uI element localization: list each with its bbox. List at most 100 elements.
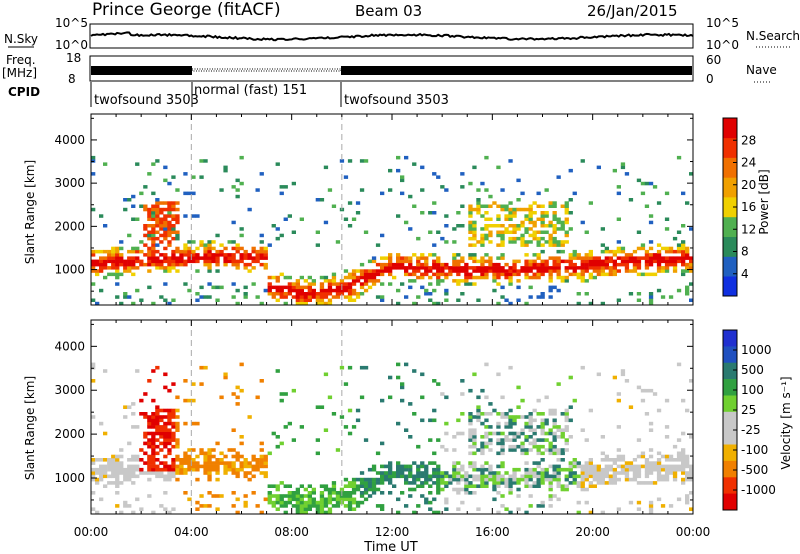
power-cell — [259, 256, 264, 260]
power-cell — [672, 249, 678, 254]
power-cell — [159, 240, 164, 244]
power-cell — [215, 259, 220, 264]
velocity-cell — [175, 441, 180, 446]
power-cell — [624, 256, 630, 260]
power-cell — [420, 285, 425, 290]
velocity-cell — [672, 464, 678, 469]
velocity-cell — [412, 477, 417, 482]
power-cell — [672, 259, 678, 264]
velocity-cell — [207, 471, 212, 475]
velocity-cell — [263, 471, 268, 475]
velocity-cell — [147, 379, 152, 383]
power-cell — [600, 249, 605, 254]
velocity-cell — [596, 474, 601, 479]
power-cell — [380, 272, 385, 277]
velocity-cell — [159, 408, 164, 413]
power-cell — [295, 301, 300, 306]
power-cell — [544, 211, 549, 215]
power-cell — [564, 220, 569, 225]
power-cell — [103, 266, 108, 270]
power-cell — [664, 246, 670, 251]
velocity-cell — [388, 474, 393, 479]
velocity-cell — [552, 467, 557, 472]
power-cell — [504, 298, 509, 302]
power-cell — [400, 175, 405, 179]
velocity-cell — [664, 425, 670, 429]
velocity-cell — [235, 474, 240, 479]
velocity-cell — [632, 467, 638, 472]
power-cell — [107, 249, 112, 254]
power-cell — [211, 253, 216, 257]
power-cell — [219, 188, 224, 192]
power-cell — [263, 288, 268, 293]
power-cell — [151, 253, 156, 257]
power-cell — [123, 292, 128, 296]
velocity-cell — [548, 487, 553, 492]
power-cell — [676, 230, 682, 234]
velocity-cell — [468, 388, 473, 393]
power-cell — [456, 266, 461, 270]
power-cell — [424, 262, 429, 267]
velocity-cell — [552, 444, 557, 449]
power-cell — [167, 301, 172, 306]
velocity-cell — [636, 438, 642, 442]
velocity-cell — [203, 461, 208, 465]
velocity-cell — [476, 408, 481, 413]
power-cell — [636, 230, 642, 234]
velocity-cell — [171, 461, 176, 465]
power-cell — [331, 282, 337, 286]
power-cell — [171, 298, 176, 302]
velocity-colorbar-swatch — [723, 411, 737, 429]
power-cell — [468, 224, 473, 228]
velocity-cell — [436, 491, 441, 495]
velocity-cell — [199, 504, 204, 508]
power-cell — [480, 233, 485, 238]
velocity-cell — [432, 471, 437, 475]
velocity-cell — [572, 458, 577, 462]
power-cell — [588, 272, 593, 277]
power-cell — [560, 224, 565, 228]
velocity-cell — [644, 464, 650, 469]
velocity-cell — [460, 392, 465, 396]
power-cell — [111, 246, 116, 251]
power-cell — [584, 259, 589, 264]
power-cell — [155, 236, 160, 241]
velocity-cell — [159, 425, 164, 429]
velocity-cell — [588, 464, 593, 469]
velocity-cell — [171, 412, 176, 416]
power-cell — [540, 211, 545, 215]
power-cell — [480, 243, 485, 247]
power-cell — [347, 288, 353, 293]
power-cell — [648, 298, 654, 302]
velocity-cell — [524, 481, 529, 485]
velocity-cell — [388, 395, 393, 400]
velocity-cell — [496, 412, 501, 416]
power-cell — [584, 266, 589, 270]
power-cell — [151, 236, 156, 241]
velocity-cell — [147, 438, 152, 442]
velocity-cell — [640, 464, 646, 469]
velocity-cell — [516, 487, 521, 492]
velocity-cell — [524, 477, 529, 482]
power-cell — [624, 259, 630, 264]
velocity-cell — [436, 477, 441, 482]
velocity-cell — [600, 435, 605, 439]
power-cell — [428, 211, 433, 215]
velocity-cell — [552, 474, 557, 479]
velocity-cell — [496, 441, 501, 446]
velocity-cell — [500, 461, 505, 465]
velocity-cell — [492, 487, 497, 492]
power-cell — [231, 246, 236, 251]
velocity-cell — [147, 425, 152, 429]
velocity-cell — [584, 464, 589, 469]
velocity-cell — [123, 405, 128, 409]
velocity-cell — [167, 435, 172, 439]
velocity-cell — [689, 471, 694, 475]
velocity-cell — [279, 441, 284, 446]
power-cell — [339, 159, 345, 163]
velocity-cell — [596, 471, 601, 475]
power-cell — [556, 275, 561, 280]
power-cell — [235, 266, 240, 270]
power-cell — [283, 292, 288, 296]
power-cell — [608, 249, 613, 254]
